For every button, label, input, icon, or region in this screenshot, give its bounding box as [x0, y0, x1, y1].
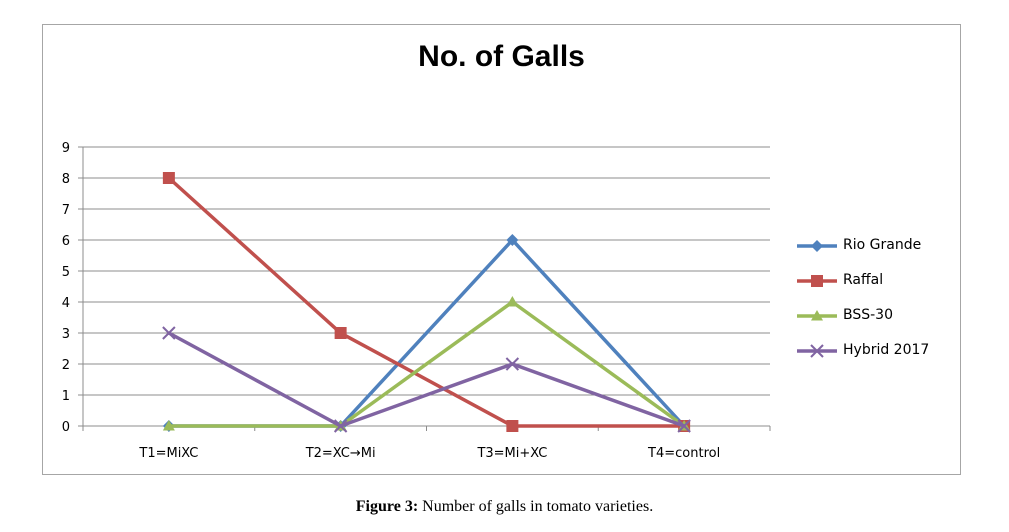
y-tick-label: 0	[62, 420, 70, 435]
y-tick-label: 9	[62, 141, 70, 156]
chart-title: No. of Galls	[418, 40, 585, 73]
series-line	[168, 299, 686, 428]
x-tick-label: T4=control	[647, 446, 720, 461]
y-tick-label: 6	[62, 234, 70, 249]
y-tick-label: 5	[62, 265, 70, 280]
data-point-marker	[506, 420, 519, 432]
y-tick-label: 7	[62, 203, 70, 218]
figure-caption: Figure 3: Number of galls in tomato vari…	[0, 498, 1009, 516]
data-point-marker	[677, 419, 691, 433]
legend-swatch	[797, 275, 837, 287]
data-point-marker	[162, 172, 175, 184]
data-point-marker	[811, 275, 823, 287]
series-line	[168, 331, 685, 428]
caption-text: Number of galls in tomato varieties.	[418, 498, 654, 515]
y-tick-label: 4	[62, 296, 70, 311]
y-tick-label: 3	[62, 327, 70, 342]
legend-swatch	[797, 310, 837, 321]
y-tick-label: 8	[62, 172, 70, 187]
x-tick-label: T1=MiXC	[138, 446, 198, 461]
data-point-marker	[810, 344, 824, 358]
data-point-marker	[162, 420, 175, 431]
data-point-marker	[505, 357, 520, 371]
series-bss-30	[162, 296, 691, 431]
legend-label: BSS-30	[843, 307, 893, 323]
y-tick-labels: 0 1 2 3 4 5 6 7 8 9	[62, 141, 70, 435]
data-point-marker	[333, 419, 348, 433]
data-point-marker	[811, 240, 823, 252]
series-lines	[162, 172, 691, 433]
x-tick-label: T2=XC→Mi	[305, 446, 376, 461]
data-point-marker	[506, 234, 519, 246]
y-tick-label: 2	[62, 358, 70, 373]
legend-label: Rio Grande	[843, 237, 922, 253]
legend-swatch	[797, 240, 837, 252]
y-tick-label: 1	[62, 389, 70, 404]
x-tick-label: T3=Mi+XC	[476, 446, 547, 461]
caption-label: Figure 3:	[355, 498, 419, 515]
data-point-marker	[162, 326, 176, 340]
legend-label: Hybrid 2017	[843, 342, 930, 358]
series-hybrid-2017	[162, 326, 691, 433]
data-point-marker	[334, 327, 347, 339]
series-line	[167, 176, 685, 428]
data-point-marker	[506, 296, 519, 307]
data-point-marker	[811, 310, 823, 321]
gridlines	[83, 146, 770, 396]
legend-swatch	[797, 344, 837, 358]
x-tick-labels: T1=MiXC T2=XC→Mi T3=Mi+XC T4=control	[138, 446, 720, 461]
legend-label: Raffal	[843, 272, 884, 288]
